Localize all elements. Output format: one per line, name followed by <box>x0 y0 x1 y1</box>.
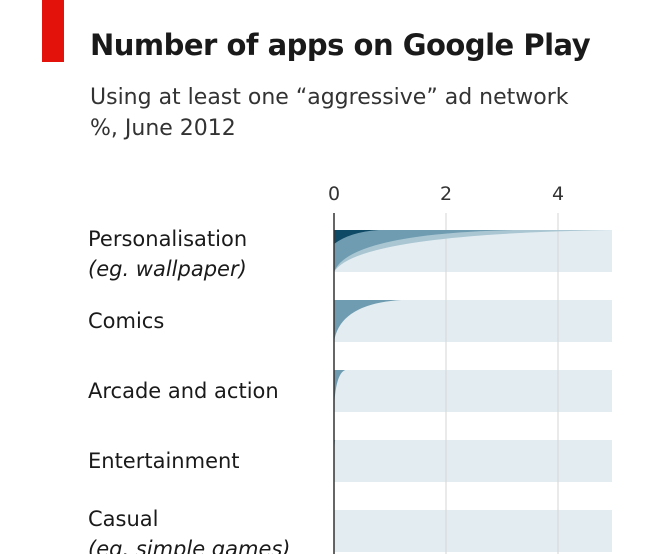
category-label: Comics <box>88 309 164 333</box>
bar-segment <box>334 230 612 272</box>
bar-segment <box>334 230 379 244</box>
category-label: Entertainment <box>88 449 240 473</box>
category-label: Personalisation <box>88 227 247 251</box>
subtitle-line-1: Using at least one “aggressive” ad netwo… <box>90 85 569 110</box>
chart-title: Number of apps on Google Play <box>90 28 591 62</box>
brand-tag <box>42 0 64 62</box>
bars-group <box>334 230 612 552</box>
x-tick-label: 4 <box>552 183 564 205</box>
bar-background <box>334 440 612 482</box>
category-sublabel: (eg. simple games) <box>88 537 291 554</box>
bar-segment <box>334 230 514 272</box>
x-tick-label: 2 <box>440 183 452 205</box>
chart-subtitle: Using at least one “aggressive” ad netwo… <box>90 82 569 144</box>
x-tick-label: 0 <box>328 183 340 205</box>
bar-segment <box>334 370 346 412</box>
category-sublabel: (eg. wallpaper) <box>88 257 247 281</box>
category-label: Arcade and action <box>88 379 279 403</box>
subtitle-line-2: %, June 2012 <box>90 116 236 141</box>
bar-background <box>334 300 612 342</box>
bar-background <box>334 370 612 412</box>
bar-background <box>334 510 612 552</box>
bar-segment <box>334 300 402 342</box>
category-label: Casual <box>88 507 159 531</box>
